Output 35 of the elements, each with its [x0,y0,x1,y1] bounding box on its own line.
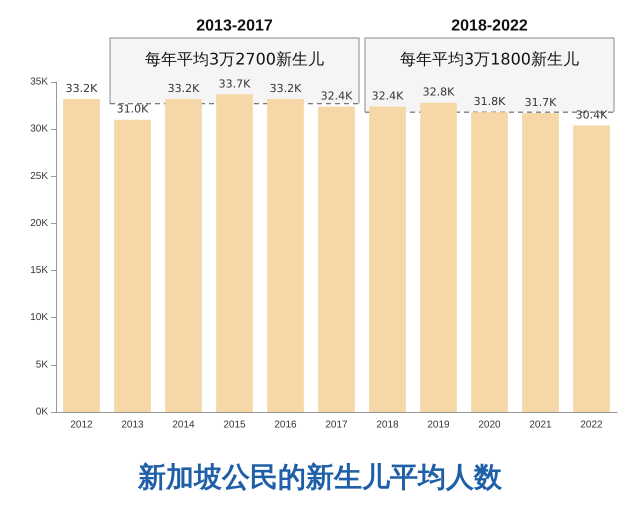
x-tick-label: 2012 [70,420,94,430]
data-label: 31.7K [524,96,558,110]
x-tick-label: 2020 [478,420,502,430]
data-label: 33.2K [66,82,98,95]
y-tick-label: 30K [30,124,48,135]
x-tick-label: 2015 [223,420,246,430]
ref-line-label: 每年平均3万2700新生儿 [145,50,324,68]
x-tick-label: 2022 [580,420,604,430]
data-label: 31.8K [474,95,506,108]
x-tick-label: 2019 [427,420,450,430]
data-label: 32.4K [372,90,404,103]
x-tick-label: 2014 [172,420,196,430]
y-tick-label: 5K [36,359,48,370]
y-tick-label: 10K [30,312,48,324]
text: 新加坡公民的新生儿平均人数 [137,460,503,494]
data-label: 33.2K [168,82,200,95]
y-tick-label: 35K [30,76,48,88]
data-label: 32.4K [320,90,354,103]
y-tick-label: 0K [36,406,48,418]
y-tick-label: 25K [30,170,48,182]
y-tick-label: 15K [30,265,48,276]
data-label: 31.0K [116,102,150,116]
band-label: 2018-2022 [451,18,528,34]
x-tick-label: 2017 [325,420,348,430]
data-label: 33.7K [218,77,252,90]
x-tick-label: 2013 [121,420,144,430]
x-tick-label: 2016 [274,420,298,430]
data-label: 32.8K [422,86,456,99]
data-label: 33.2K [270,82,302,95]
ref-line-label: 每年平均3万1800新生儿 [400,50,579,68]
data-label: 30.4K [576,108,608,122]
band-label: 2013-2017 [196,18,273,34]
y-tick-label: 20K [30,218,48,229]
x-tick-label: 2018 [376,420,400,430]
x-tick-label: 2021 [529,420,552,430]
